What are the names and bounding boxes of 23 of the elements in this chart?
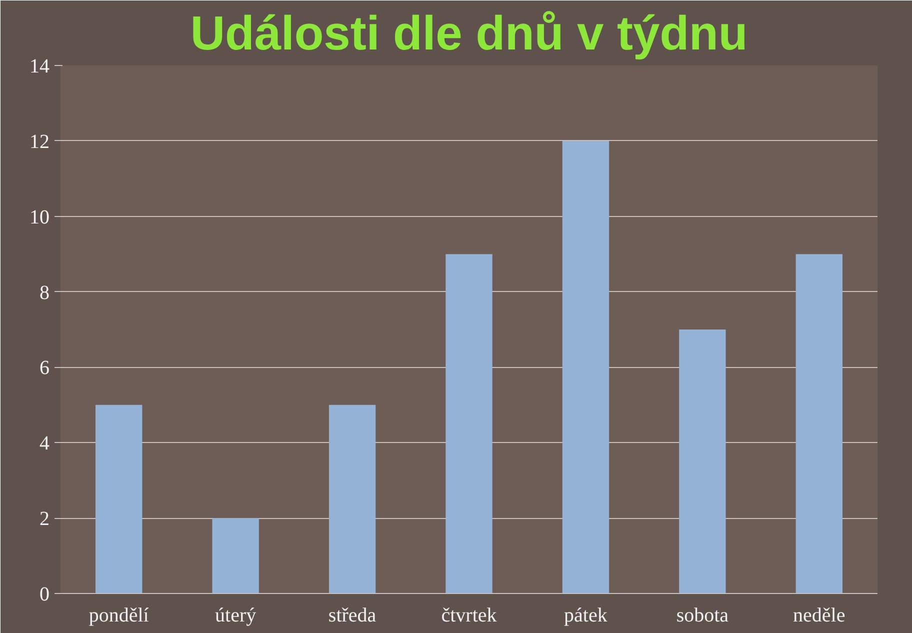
y-tick-label: 10 <box>30 206 50 228</box>
y-tick-label: 0 <box>40 584 50 606</box>
bar <box>446 254 492 594</box>
bar <box>212 518 259 594</box>
y-tick-label: 8 <box>40 282 50 304</box>
bar <box>679 330 726 594</box>
x-tick-label: úterý <box>215 604 256 626</box>
y-tick-label: 6 <box>40 357 50 380</box>
x-tick-label: sobota <box>676 604 729 626</box>
bar <box>96 404 142 594</box>
x-tick-label: čtvrtek <box>441 604 497 626</box>
bar <box>796 254 842 594</box>
y-tick-label: 2 <box>40 508 50 530</box>
x-tick-label: pátek <box>564 604 608 626</box>
x-tick-label: středa <box>328 604 376 626</box>
y-tick-label: 14 <box>30 56 50 78</box>
chart-title: Události dle dnů v týdnu <box>190 8 748 60</box>
x-tick-label: neděle <box>793 604 846 626</box>
bar <box>562 140 610 594</box>
x-tick-label: pondělí <box>88 604 150 626</box>
y-tick-label: 12 <box>30 130 50 153</box>
bar <box>328 404 376 594</box>
y-tick-label: 4 <box>40 432 50 455</box>
